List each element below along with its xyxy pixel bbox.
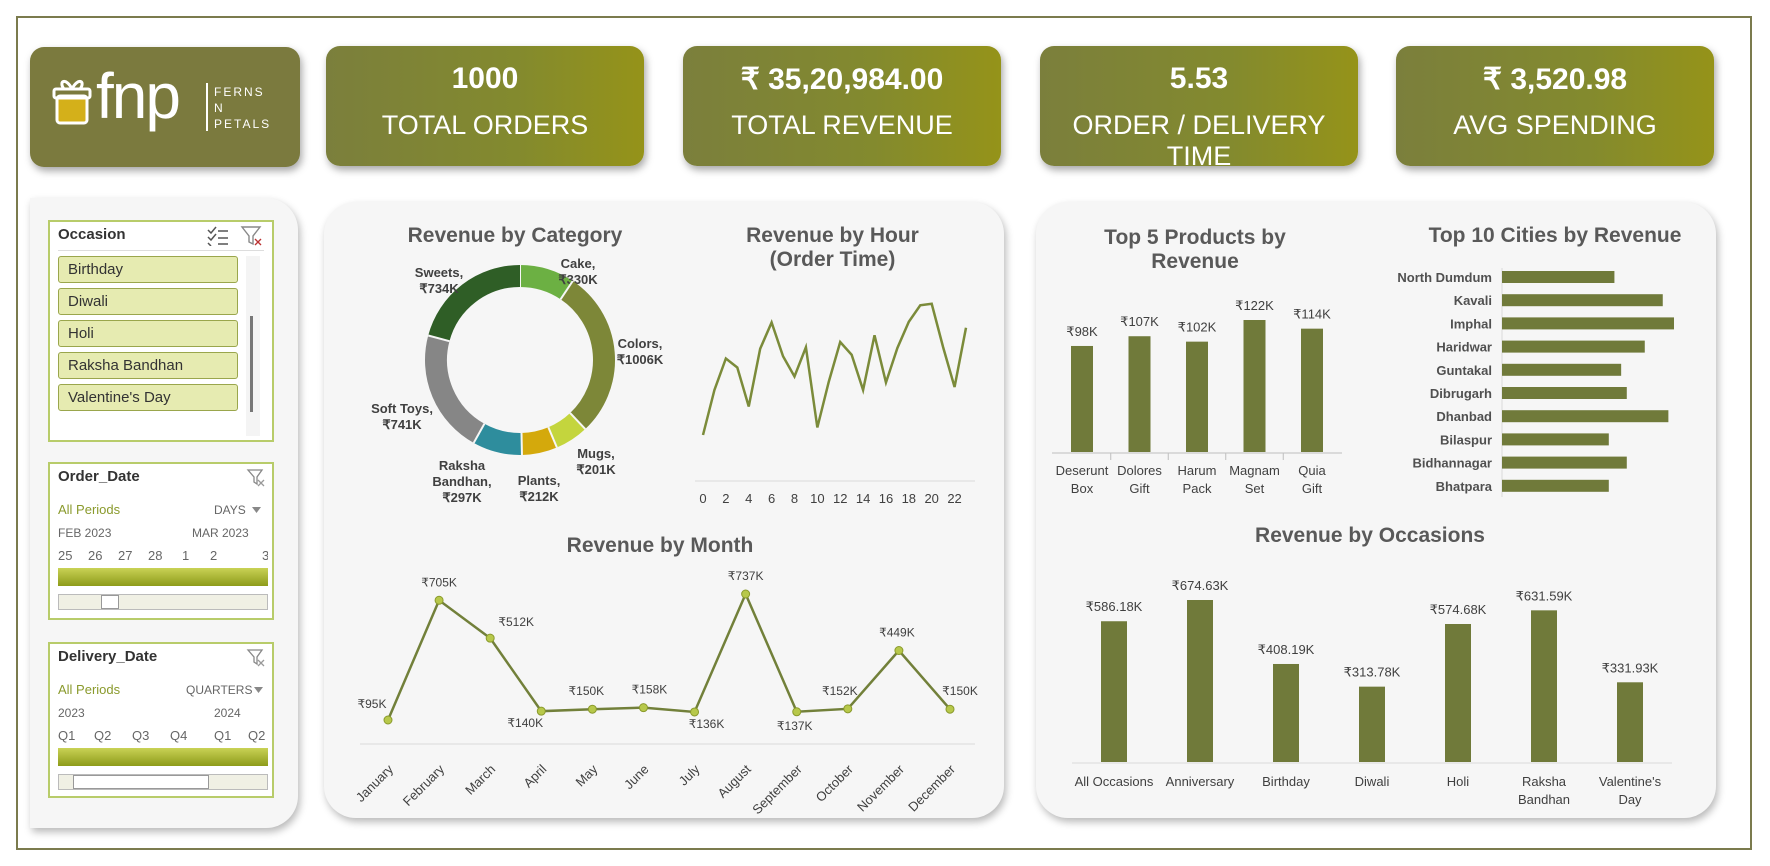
- timeline-title: Order_Date: [58, 468, 140, 485]
- timeline-quarter: Q3: [132, 728, 150, 743]
- gift-icon: [52, 80, 92, 125]
- timeline-year-1: 2023: [58, 706, 85, 720]
- timeline-selection-bar[interactable]: [58, 568, 268, 586]
- timeline-day: 27: [118, 548, 133, 563]
- chart-title-month: Revenue by Month: [566, 534, 754, 557]
- clear-filter-icon[interactable]: [246, 648, 266, 668]
- dashboard-frame: [16, 16, 1752, 850]
- slicer-item-holi[interactable]: Holi: [58, 320, 238, 347]
- chevron-down-icon[interactable]: [252, 507, 262, 515]
- kpi-value: 1000: [451, 62, 519, 95]
- timeline-order-date: Order_Date All Periods DAYS FEB 2023 MAR…: [48, 462, 274, 620]
- kpi-value: ₹ 3,520.98: [1482, 63, 1628, 96]
- timeline-unit[interactable]: QUARTERS: [186, 683, 253, 697]
- timeline-title: Delivery_Date: [58, 648, 158, 665]
- logo-sub-n: N: [214, 101, 223, 115]
- chart-title-category: Revenue by Category: [407, 224, 623, 247]
- timeline-day: 26: [88, 548, 103, 563]
- scrollbar-thumb[interactable]: [73, 775, 209, 789]
- timeline-quarter: Q2: [248, 728, 266, 743]
- timeline-delivery-date: Delivery_Date All Periods QUARTERS 2023 …: [48, 642, 274, 798]
- middle-chart-panel: [324, 202, 1004, 818]
- timeline-day: 28: [148, 548, 163, 563]
- logo-brand: fnp: [96, 60, 181, 132]
- chart-title-occasions: Revenue by Occasions: [1255, 524, 1485, 547]
- kpi-value: 5.53: [1169, 62, 1229, 95]
- chart-title-products: Top 5 Products by Revenue: [1104, 226, 1286, 273]
- chart-title-cities: Top 10 Cities by Revenue: [1428, 224, 1682, 247]
- kpi-value: ₹ 35,20,984.00: [740, 63, 944, 96]
- logo-divider: [206, 83, 208, 131]
- timeline-month-1: FEB 2023: [58, 526, 112, 540]
- timeline-scrollbar[interactable]: [58, 594, 268, 610]
- timeline-day: 25: [58, 548, 73, 563]
- slicer-occasion: Occasion Birthday Diwali Holi Raksha Ban…: [48, 220, 274, 442]
- kpi-total-revenue: ₹ 35,20,984.00 TOTAL REVENUE: [683, 46, 1001, 166]
- timeline-quarter: Q1: [214, 728, 232, 743]
- slicer-item-birthday[interactable]: Birthday: [58, 256, 238, 283]
- logo-sub-ferns: FERNS: [214, 85, 265, 99]
- kpi-label: TOTAL ORDERS: [381, 110, 589, 140]
- timeline-month-2: MAR 2023: [192, 526, 249, 540]
- logo-sub-petals: PETALS: [214, 117, 272, 131]
- timeline-quarter: Q1: [58, 728, 76, 743]
- clear-filter-icon[interactable]: [246, 468, 266, 488]
- fnp-logo: fnp FERNS N PETALS: [30, 47, 300, 167]
- kpi-total-orders: 1000 TOTAL ORDERS: [326, 46, 644, 166]
- slicer-divider: [58, 250, 264, 251]
- slicer-title: Occasion: [58, 226, 126, 243]
- slicer-scrollbar[interactable]: [246, 256, 260, 436]
- timeline-quarter: Q4: [170, 728, 188, 743]
- kpi-delivery-time: 5.53 ORDER / DELIVERY TIME: [1040, 46, 1358, 171]
- multi-select-icon[interactable]: [206, 226, 230, 246]
- timeline-period[interactable]: All Periods: [58, 682, 121, 697]
- slicer-item-valentines-day[interactable]: Valentine's Day: [58, 384, 238, 411]
- kpi-avg-spending: ₹ 3,520.98 AVG SPENDING: [1396, 46, 1714, 166]
- slicer-item-raksha-bandhan[interactable]: Raksha Bandhan: [58, 352, 238, 379]
- slicer-item-diwali[interactable]: Diwali: [58, 288, 238, 315]
- timeline-quarter: Q2: [94, 728, 112, 743]
- chevron-down-icon[interactable]: [254, 687, 264, 695]
- timeline-unit[interactable]: DAYS: [214, 503, 246, 517]
- kpi-label: AVG SPENDING: [1453, 110, 1657, 140]
- chart-title-hour: Revenue by Hour (Order Time): [746, 224, 919, 271]
- timeline-day: 1: [182, 548, 190, 563]
- kpi-label: TOTAL REVENUE: [731, 110, 953, 140]
- timeline-day: 2: [210, 548, 218, 563]
- kpi-label: ORDER / DELIVERY TIME: [1072, 110, 1326, 171]
- timeline-selection-bar[interactable]: [58, 748, 268, 766]
- right-chart-panel: [1036, 202, 1716, 818]
- clear-filter-icon[interactable]: [240, 225, 264, 247]
- scrollbar-thumb[interactable]: [101, 595, 119, 609]
- timeline-period[interactable]: All Periods: [58, 502, 121, 517]
- timeline-year-2: 2024: [214, 706, 241, 720]
- timeline-day: 3: [262, 548, 268, 563]
- timeline-scrollbar[interactable]: [58, 774, 268, 790]
- scrollbar-thumb[interactable]: [250, 316, 253, 412]
